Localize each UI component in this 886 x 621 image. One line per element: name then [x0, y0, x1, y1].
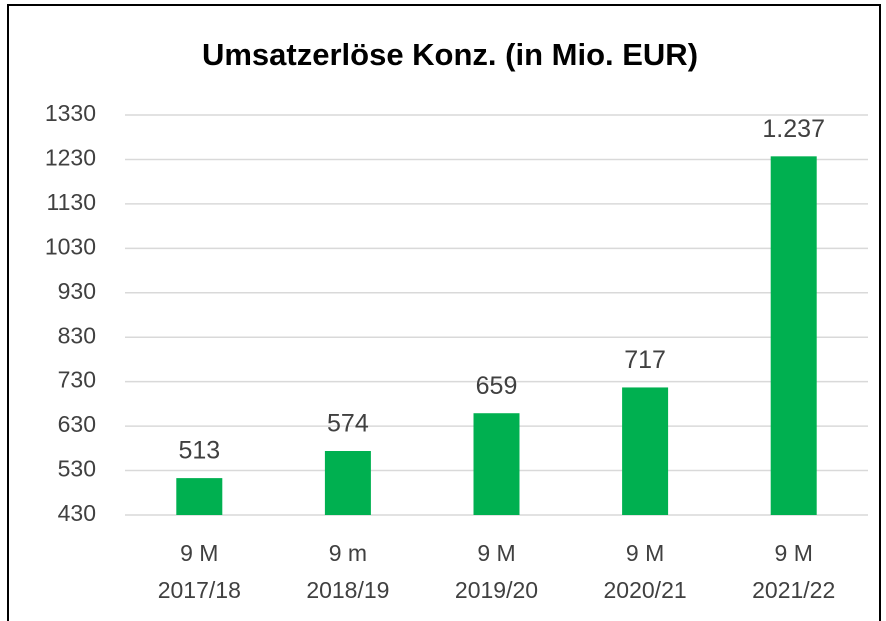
y-tick-label: 530: [58, 456, 96, 482]
chart-frame: [7, 4, 881, 621]
data-label: 659: [476, 372, 518, 400]
x-tick-label: 9 m 2018/19: [306, 540, 390, 603]
y-tick-label: 930: [58, 278, 96, 304]
data-label: 574: [327, 410, 369, 438]
y-tick-label: 1230: [45, 145, 96, 171]
x-tick-label: 9 M 2020/21: [603, 540, 687, 603]
y-tick-label: 430: [58, 500, 96, 526]
data-label: 717: [624, 346, 666, 374]
y-tick-label: 1130: [47, 189, 96, 215]
y-tick-label: 830: [58, 322, 96, 348]
y-tick-label: 630: [58, 411, 96, 437]
bar: [622, 387, 669, 515]
y-tick-label: 1030: [45, 233, 96, 259]
x-tick-label: 9 M 2017/18: [157, 540, 241, 603]
bar: [473, 413, 520, 515]
x-tick-label: 9 M 2021/22: [752, 540, 836, 603]
data-label: 1.237: [762, 115, 825, 143]
x-tick-label: 9 M 2019/20: [454, 540, 539, 603]
y-tick-label: 1330: [45, 100, 96, 126]
data-label: 513: [178, 437, 220, 465]
chart-title: Umsatzerlöse Konz. (in Mio. EUR): [202, 37, 698, 72]
bar: [770, 156, 817, 516]
bar: [324, 451, 371, 515]
y-tick-label: 730: [58, 367, 96, 393]
bar: [176, 478, 223, 515]
